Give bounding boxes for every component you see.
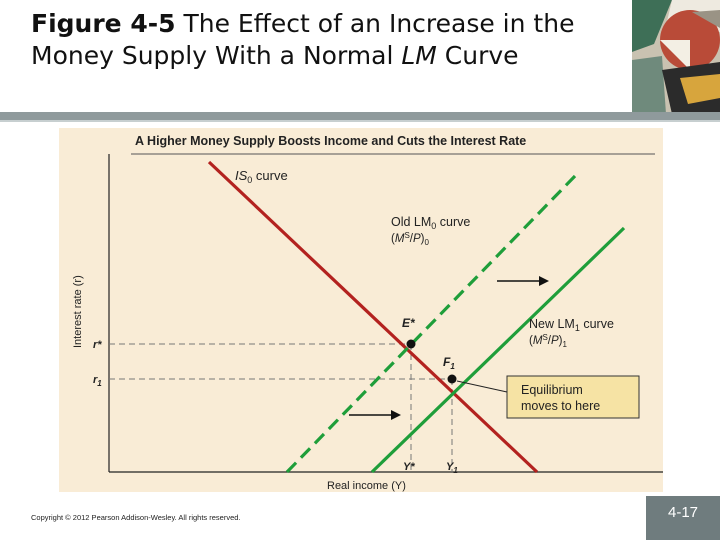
title-text: The Effect of an Increase in the Money S… xyxy=(31,9,575,70)
is-curve-label: IS0 curve xyxy=(235,168,288,185)
slide-title: Figure 4-5 The Effect of an Increase in … xyxy=(31,8,621,72)
y-star-label: Y* xyxy=(403,461,415,473)
callout-line-2: moves to here xyxy=(521,399,600,413)
is-curve xyxy=(207,160,539,474)
equilibrium-point-f xyxy=(447,374,457,384)
callout-line-1: Equilibrium xyxy=(521,383,583,397)
title-divider xyxy=(0,112,720,120)
title-end: Curve xyxy=(436,41,519,70)
new-lm-ratio: (MS/P)1 xyxy=(529,333,568,349)
shift-arrow-upper-head xyxy=(539,276,549,286)
y-one-label: Y1 xyxy=(446,461,458,475)
title-divider-light xyxy=(0,120,720,122)
shift-arrow-lower-head xyxy=(391,410,401,420)
x-axis-label: Real income (Y) xyxy=(327,480,406,492)
figure-panel: A Higher Money Supply Boosts Income and … xyxy=(59,128,663,492)
is-lm-diagram: A Higher Money Supply Boosts Income and … xyxy=(72,134,663,492)
y-axis-label: Interest rate (r) xyxy=(72,275,84,348)
old-lm-curve xyxy=(285,174,577,474)
equilibrium-point-e xyxy=(406,339,416,349)
old-lm-ratio: (MS/P)0 xyxy=(391,231,430,247)
new-lm-label: New LM1 curve xyxy=(529,317,614,333)
point-f-label: F1 xyxy=(443,355,455,371)
new-lm-curve xyxy=(370,226,626,474)
callout-pointer xyxy=(456,380,508,393)
old-lm-label: Old LM0 curve xyxy=(391,215,470,231)
r-star-label: r* xyxy=(93,339,102,351)
copyright-notice: Copyright © 2012 Pearson Addison-Wesley.… xyxy=(31,513,241,522)
page-number: 4-17 xyxy=(646,496,720,540)
diagram-heading: A Higher Money Supply Boosts Income and … xyxy=(135,134,526,148)
callout-box xyxy=(506,375,640,419)
decorative-artwork xyxy=(632,0,720,114)
figure-number: Figure 4-5 xyxy=(31,9,176,38)
r-one-label: r1 xyxy=(93,374,102,388)
title-lm: LM xyxy=(401,41,437,70)
point-e-label: E* xyxy=(402,316,416,330)
